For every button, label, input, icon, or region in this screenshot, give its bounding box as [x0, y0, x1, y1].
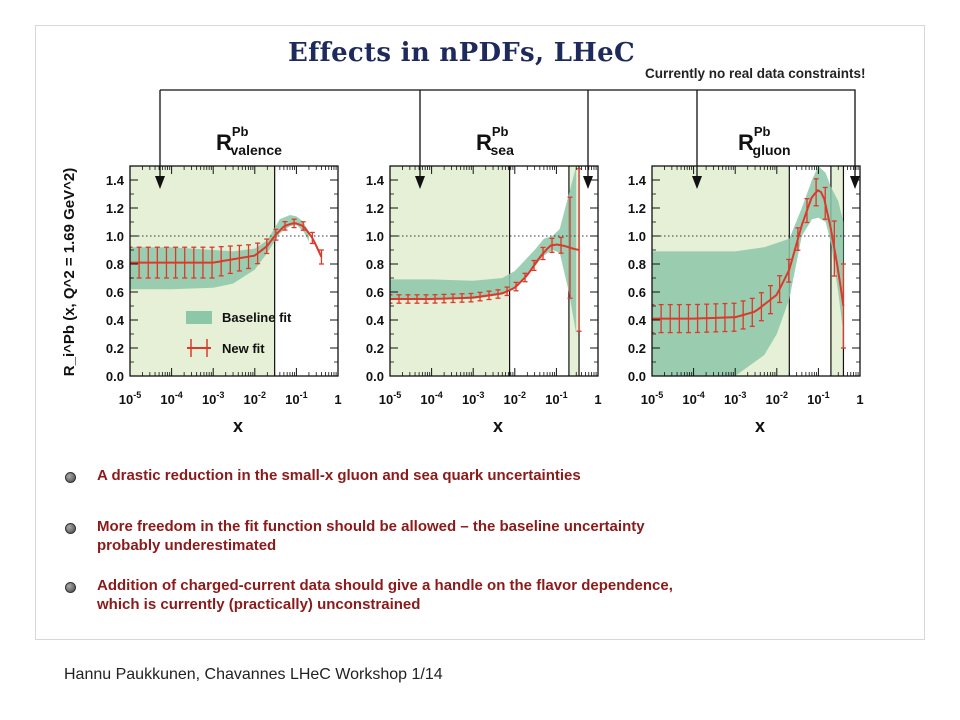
y-tick-label: 0.8 — [366, 257, 384, 272]
panel-gluon: 0.0 0.2 0.4 0.6 0.8 1.0 1.2 1.4 10-5 10-4 10-3 10-2… — [628, 124, 864, 436]
legend-label-baseline: Baseline fit — [222, 310, 292, 325]
panel-valence: 0.0 0.2 0.4 0.6 0.8 1.0 1.2 1.4 10-5 10-4 10-3 10-2… — [106, 124, 342, 436]
x-tick-label: 1 — [856, 392, 863, 407]
y-tick-label: 1.2 — [106, 201, 124, 216]
y-tick-label: 0.4 — [628, 313, 647, 328]
bullet-dot-icon — [65, 582, 76, 593]
arrow-head-icon — [583, 176, 593, 189]
x-tick-label: 10-5 — [641, 390, 663, 407]
y-tick-label: 0.4 — [106, 313, 125, 328]
arrow-head-icon — [415, 176, 425, 189]
y-tick-label: 0.2 — [366, 341, 384, 356]
x-tick-label: 10-3 — [202, 390, 224, 407]
legend-swatch-baseline — [186, 311, 212, 324]
bullet-dot-icon — [65, 472, 76, 483]
y-tick-label: 0.8 — [628, 257, 646, 272]
panel-plot-area — [652, 166, 860, 376]
panel-title: RPb sea — [476, 124, 514, 158]
y-tick-label: 0.4 — [366, 313, 385, 328]
panel-frame — [129, 165, 339, 377]
npdf-chart: R_i^Pb (x, Q^2 = 1.69 GeV^2) 0.0 0.2 0.4 0.6… — [61, 89, 864, 436]
y-tick-label: 0.6 — [628, 285, 646, 300]
x-tick-label: 10-5 — [119, 390, 141, 407]
y-tick-label: 0.0 — [366, 369, 384, 384]
x-tick-label: 1 — [594, 392, 601, 407]
y-tick-label: 1.2 — [628, 201, 646, 216]
panel-title: RPb valence — [216, 124, 282, 158]
slide-note: Currently no real data constraints! — [645, 66, 866, 81]
x-tick-label: 1 — [334, 392, 341, 407]
x-tick-label: 10-5 — [379, 390, 401, 407]
x-tick-label: 10-3 — [462, 390, 484, 407]
x-tick-label: 10-2 — [766, 390, 788, 407]
bullet-dot-icon — [65, 523, 76, 534]
arrow-connector — [160, 89, 856, 186]
y-tick-label: 1.0 — [628, 229, 646, 244]
y-tick-label: 1.4 — [106, 173, 125, 188]
y-tick-label: 0.2 — [106, 341, 124, 356]
arrow-head-icon — [692, 176, 702, 189]
shaded-region — [390, 166, 510, 376]
y-tick-label: 1.2 — [366, 201, 384, 216]
bullet-line: A drastic reduction in the small-x gluon… — [97, 467, 581, 484]
y-tick-label: 0.2 — [628, 341, 646, 356]
new-fit-line — [652, 189, 845, 320]
x-tick-label: 10-2 — [244, 390, 266, 407]
y-tick-label: 0.0 — [106, 369, 124, 384]
x-tick-label: 10-1 — [285, 390, 307, 407]
panel-frame — [389, 165, 599, 377]
baseline-band — [390, 166, 577, 334]
baseline-band — [652, 166, 844, 376]
x-tick-label: 10-1 — [545, 390, 567, 407]
panel-frame — [651, 165, 861, 377]
bullet-line: probably underestimated — [97, 537, 277, 554]
y-tick-label: 0.6 — [366, 285, 384, 300]
x-tick-label: 10-4 — [420, 390, 442, 407]
panel-title: RPb gluon — [738, 124, 791, 158]
x-tick-label: 10-4 — [160, 390, 182, 407]
bullet-text: More freedom in the fit function should … — [97, 517, 877, 555]
legend-label-newfit: New fit — [222, 341, 265, 356]
bullet-line: which is currently (practically) unconst… — [97, 596, 421, 613]
bullet-line: More freedom in the fit function should … — [97, 518, 645, 535]
baseline-band — [130, 215, 309, 290]
y-tick-label: 1.4 — [628, 173, 647, 188]
x-tick-label: 10-2 — [504, 390, 526, 407]
y-tick-label: 0.6 — [106, 285, 124, 300]
footer-credit: Hannu Paukkunen, Chavannes LHeC Workshop… — [64, 666, 443, 683]
y-axis-label: R_i^Pb (x, Q^2 = 1.69 GeV^2) — [61, 168, 78, 376]
y-tick-label: 0.0 — [628, 369, 646, 384]
new-fit-line — [130, 222, 323, 264]
bullet-line: Addition of charged-current data should … — [97, 577, 673, 594]
x-tick-label: 10-3 — [724, 390, 746, 407]
annotation-arrows — [155, 89, 860, 189]
y-tick-label: 1.0 — [106, 229, 124, 244]
x-axis-label: x — [233, 416, 243, 436]
bullet-text: Addition of charged-current data should … — [97, 576, 877, 614]
y-tick-label: 0.8 — [106, 257, 124, 272]
x-axis-label: x — [493, 416, 503, 436]
arrow-head-icon — [155, 176, 165, 189]
panel-plot-area — [390, 166, 598, 376]
panel-sea: 0.0 0.2 0.4 0.6 0.8 1.0 1.2 1.4 10-5 10-4 10-3 10-2… — [366, 124, 602, 436]
bullet-text: A drastic reduction in the small-x gluon… — [97, 466, 877, 485]
x-axis-label: x — [755, 416, 765, 436]
x-tick-label: 10-4 — [682, 390, 704, 407]
new-fit-line — [390, 243, 580, 300]
panel-plot-area — [130, 166, 338, 376]
chart-legend: Baseline fit New fit — [186, 310, 292, 357]
slide-title: Effects in nPDFs, LHeC — [288, 38, 635, 68]
arrow-head-icon — [850, 176, 860, 189]
y-tick-label: 1.0 — [366, 229, 384, 244]
x-tick-label: 10-1 — [807, 390, 829, 407]
y-tick-label: 1.4 — [366, 173, 385, 188]
